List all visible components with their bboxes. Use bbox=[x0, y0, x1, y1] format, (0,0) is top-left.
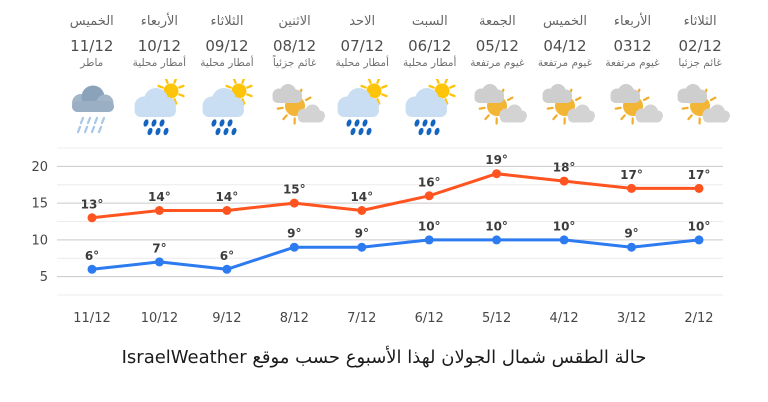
day-name: الثلاثاء bbox=[210, 14, 244, 29]
svg-text:9°: 9° bbox=[287, 227, 301, 241]
svg-text:10°: 10° bbox=[485, 219, 508, 233]
svg-text:10°: 10° bbox=[553, 219, 576, 233]
svg-text:9°: 9° bbox=[624, 227, 638, 241]
svg-text:14°: 14° bbox=[148, 190, 171, 204]
forecast-day: الجمعة 05/12 غيوم مرتفعة bbox=[464, 14, 532, 137]
svg-text:7°: 7° bbox=[152, 241, 166, 255]
day-condition: غائم جزئياً bbox=[272, 57, 317, 69]
svg-text:7/12: 7/12 bbox=[347, 311, 376, 326]
day-date: 09/12 bbox=[205, 37, 249, 55]
day-condition: أمطار محلية bbox=[335, 57, 389, 69]
svg-text:17°: 17° bbox=[620, 168, 643, 182]
svg-text:3/12: 3/12 bbox=[617, 311, 646, 326]
day-date: 07/12 bbox=[340, 37, 384, 55]
sun-rain-icon bbox=[193, 79, 261, 137]
day-name: السبت bbox=[411, 14, 448, 29]
day-name: الجمعة bbox=[478, 14, 516, 29]
forecast-day: الثلاثاء 09/12 أمطار محلية bbox=[193, 14, 261, 137]
svg-text:11/12: 11/12 bbox=[73, 311, 110, 326]
svg-text:20: 20 bbox=[31, 160, 48, 175]
caption: حالة الطقس شمال الجولان لهذا الأسبوع حسب… bbox=[121, 347, 647, 368]
svg-text:18°: 18° bbox=[553, 161, 576, 175]
svg-text:9/12: 9/12 bbox=[212, 311, 241, 326]
day-date: 08/12 bbox=[272, 37, 317, 55]
day-name: الأربعاء bbox=[613, 14, 652, 29]
day-date: 11/12 bbox=[70, 37, 114, 55]
forecast-day: السبت 06/12 أمطار محلية bbox=[396, 14, 464, 137]
svg-text:15°: 15° bbox=[283, 183, 306, 197]
sun-rain-icon bbox=[328, 79, 396, 137]
day-date: 04/12 bbox=[543, 37, 587, 55]
svg-text:6°: 6° bbox=[85, 249, 99, 263]
day-condition: غيوم مرتفعة bbox=[537, 57, 593, 69]
sun-clouds-icon bbox=[531, 79, 599, 137]
day-condition: ماطر bbox=[80, 57, 104, 69]
day-name: الخميس bbox=[69, 14, 114, 29]
day-condition: أمطار محلية bbox=[132, 57, 187, 69]
sun-clouds-icon bbox=[464, 79, 532, 137]
day-name: الاحد bbox=[349, 14, 376, 29]
svg-text:5/12: 5/12 bbox=[482, 311, 511, 326]
svg-text:14°: 14° bbox=[216, 190, 239, 204]
svg-text:4/12: 4/12 bbox=[549, 311, 578, 326]
forecast-day: الاحد 07/12 أمطار محلية bbox=[328, 14, 396, 137]
svg-text:10°: 10° bbox=[418, 219, 441, 233]
svg-text:9°: 9° bbox=[355, 227, 369, 241]
forecast-day: الاثنين 08/12 غائم جزئياً bbox=[261, 14, 329, 137]
svg-text:10°: 10° bbox=[688, 219, 711, 233]
sun-rain-icon bbox=[126, 79, 194, 137]
day-name: الأربعاء bbox=[140, 14, 179, 29]
sun-clouds-icon bbox=[261, 79, 329, 137]
svg-text:8/12: 8/12 bbox=[280, 311, 309, 326]
day-date: 05/12 bbox=[475, 37, 519, 55]
day-condition: غيوم مرتفعة bbox=[470, 57, 525, 69]
svg-text:10: 10 bbox=[31, 233, 48, 248]
svg-text:15: 15 bbox=[31, 197, 48, 212]
svg-text:17°: 17° bbox=[688, 168, 711, 182]
sun-clouds-icon bbox=[666, 79, 734, 137]
sun-clouds-icon bbox=[599, 79, 667, 137]
day-name: الثلاثاء bbox=[683, 14, 717, 29]
svg-text:5: 5 bbox=[40, 270, 48, 285]
day-name: الاثنين bbox=[278, 14, 311, 29]
day-date: 06/12 bbox=[408, 37, 452, 55]
rain-cloud-icon bbox=[58, 79, 126, 137]
day-condition: غائم جزئيا bbox=[678, 57, 722, 69]
svg-text:6/12: 6/12 bbox=[415, 311, 444, 326]
sun-rain-icon bbox=[396, 79, 464, 137]
forecast-columns: الخميس 11/12 ماطر الأربعاء 10/12 أمطار محلية ا… bbox=[58, 14, 734, 137]
svg-text:14°: 14° bbox=[350, 190, 373, 204]
day-date: 10/12 bbox=[137, 37, 181, 55]
day-date: 02/12 bbox=[678, 37, 722, 55]
svg-text:16°: 16° bbox=[418, 175, 441, 189]
day-name: الخميس bbox=[542, 14, 587, 29]
day-condition: أمطار محلية bbox=[403, 57, 457, 69]
forecast-day: الأربعاء 10/12 أمطار محلية bbox=[126, 14, 194, 137]
svg-text:10/12: 10/12 bbox=[141, 311, 178, 326]
svg-text:2/12: 2/12 bbox=[684, 311, 713, 326]
forecast-day: الأربعاء 0312 غيوم مرتفعة bbox=[599, 14, 667, 137]
day-condition: غيوم مرتفعة bbox=[605, 57, 660, 69]
svg-text:19°: 19° bbox=[485, 153, 508, 167]
svg-text:6°: 6° bbox=[220, 249, 234, 263]
day-date: 0312 bbox=[613, 37, 652, 55]
day-condition: أمطار محلية bbox=[200, 57, 254, 69]
forecast-day: الثلاثاء 02/12 غائم جزئيا bbox=[666, 14, 734, 137]
svg-text:13°: 13° bbox=[81, 197, 104, 211]
forecast-day: الخميس 11/12 ماطر bbox=[58, 14, 126, 137]
forecast-day: الخميس 04/12 غيوم مرتفعة bbox=[531, 14, 599, 137]
